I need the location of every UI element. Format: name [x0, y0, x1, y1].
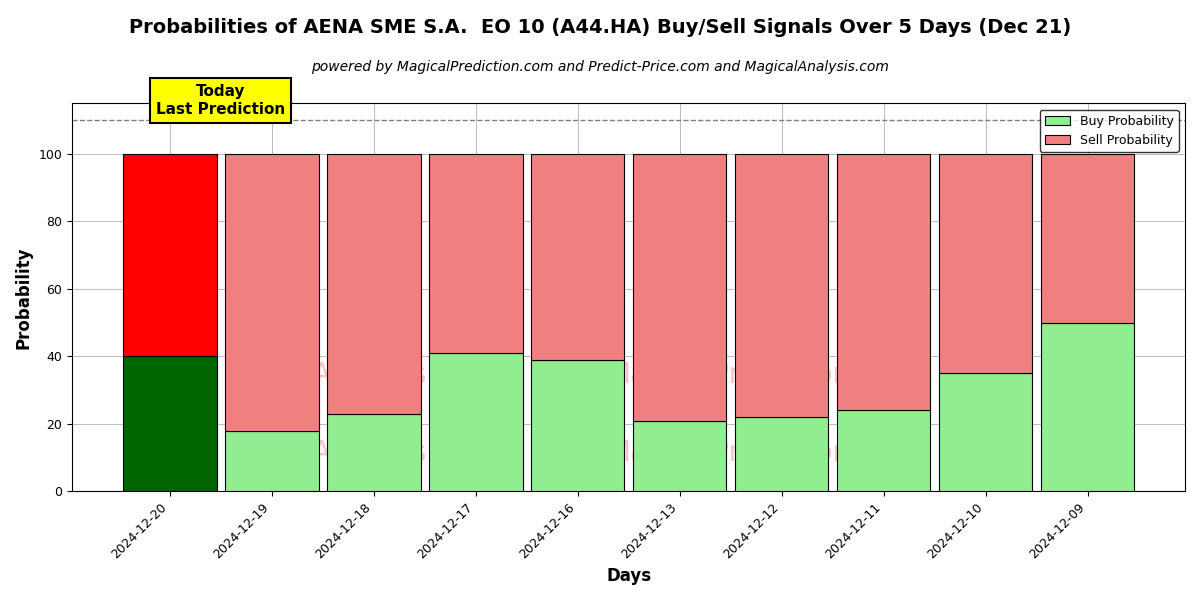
Bar	[734, 417, 828, 491]
Text: calAnalysis.com: calAnalysis.com	[272, 439, 496, 467]
Bar	[224, 431, 318, 491]
Bar	[530, 360, 624, 491]
Legend: Buy Probability, Sell Probability: Buy Probability, Sell Probability	[1040, 110, 1178, 152]
Text: powered by MagicalPrediction.com and Predict-Price.com and MagicalAnalysis.com: powered by MagicalPrediction.com and Pre…	[311, 60, 889, 74]
Text: calAnalysis.com: calAnalysis.com	[272, 361, 496, 389]
Text: MagicalPrediction.com: MagicalPrediction.com	[606, 439, 918, 467]
Bar	[1040, 154, 1134, 323]
Bar	[632, 421, 726, 491]
X-axis label: Days: Days	[606, 567, 652, 585]
Bar	[836, 154, 930, 410]
Text: Probabilities of AENA SME S.A.  EO 10 (A44.HA) Buy/Sell Signals Over 5 Days (Dec: Probabilities of AENA SME S.A. EO 10 (A4…	[128, 18, 1072, 37]
Bar	[428, 353, 522, 491]
Bar	[632, 154, 726, 421]
Bar	[836, 410, 930, 491]
Bar	[122, 154, 216, 356]
Bar	[326, 154, 420, 414]
Bar	[428, 154, 522, 353]
Bar	[122, 356, 216, 491]
Bar	[326, 414, 420, 491]
Text: MagicalPrediction.com: MagicalPrediction.com	[606, 361, 918, 389]
Bar	[530, 154, 624, 360]
Bar	[938, 373, 1032, 491]
Bar	[224, 154, 318, 431]
Text: Today
Last Prediction: Today Last Prediction	[156, 85, 286, 117]
Bar	[734, 154, 828, 417]
Y-axis label: Probability: Probability	[16, 246, 34, 349]
Bar	[938, 154, 1032, 373]
Bar	[1040, 323, 1134, 491]
